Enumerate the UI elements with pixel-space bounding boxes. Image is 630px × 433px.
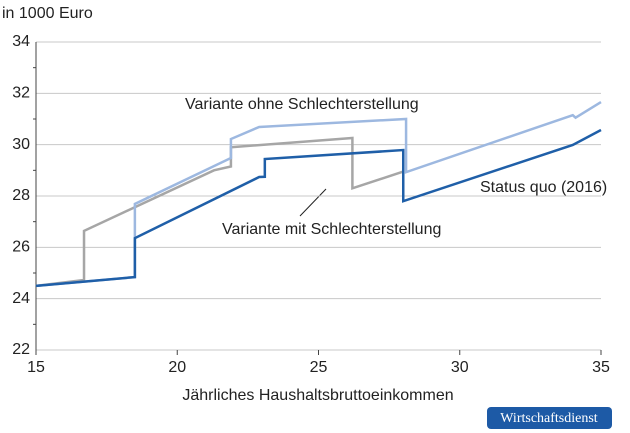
- y-tick-label: 34: [12, 33, 30, 50]
- series-label: Variante ohne Schlechterstellung: [185, 96, 419, 113]
- series-label: Variante mit Schlechterstellung: [222, 221, 441, 238]
- y-axis-label: in 1000 Euro: [2, 5, 93, 22]
- y-tick-label: 26: [12, 239, 30, 256]
- y-tick-label: 32: [12, 85, 30, 102]
- x-tick-label: 30: [451, 359, 469, 376]
- y-tick-label: 28: [12, 187, 30, 204]
- y-tick-label: 30: [12, 136, 30, 153]
- x-tick-label: 35: [592, 359, 610, 376]
- series-line: [35, 136, 404, 288]
- x-tick-label: 20: [168, 359, 186, 376]
- source: Wirtschaftsdienst: [500, 411, 598, 426]
- x-tick-label: 15: [27, 359, 45, 376]
- x-axis-label: Jährliches Haushaltsbruttoeinkommen: [182, 387, 453, 404]
- y-tick-label: 24: [12, 290, 30, 307]
- series-line: [35, 100, 602, 288]
- series-line: [35, 128, 602, 288]
- source-badge: [487, 407, 612, 429]
- leader-line: [299, 188, 327, 217]
- y-tick-label: 22: [12, 341, 30, 358]
- x-tick-label: 25: [310, 359, 328, 376]
- series-label: Status quo (2016): [480, 179, 607, 196]
